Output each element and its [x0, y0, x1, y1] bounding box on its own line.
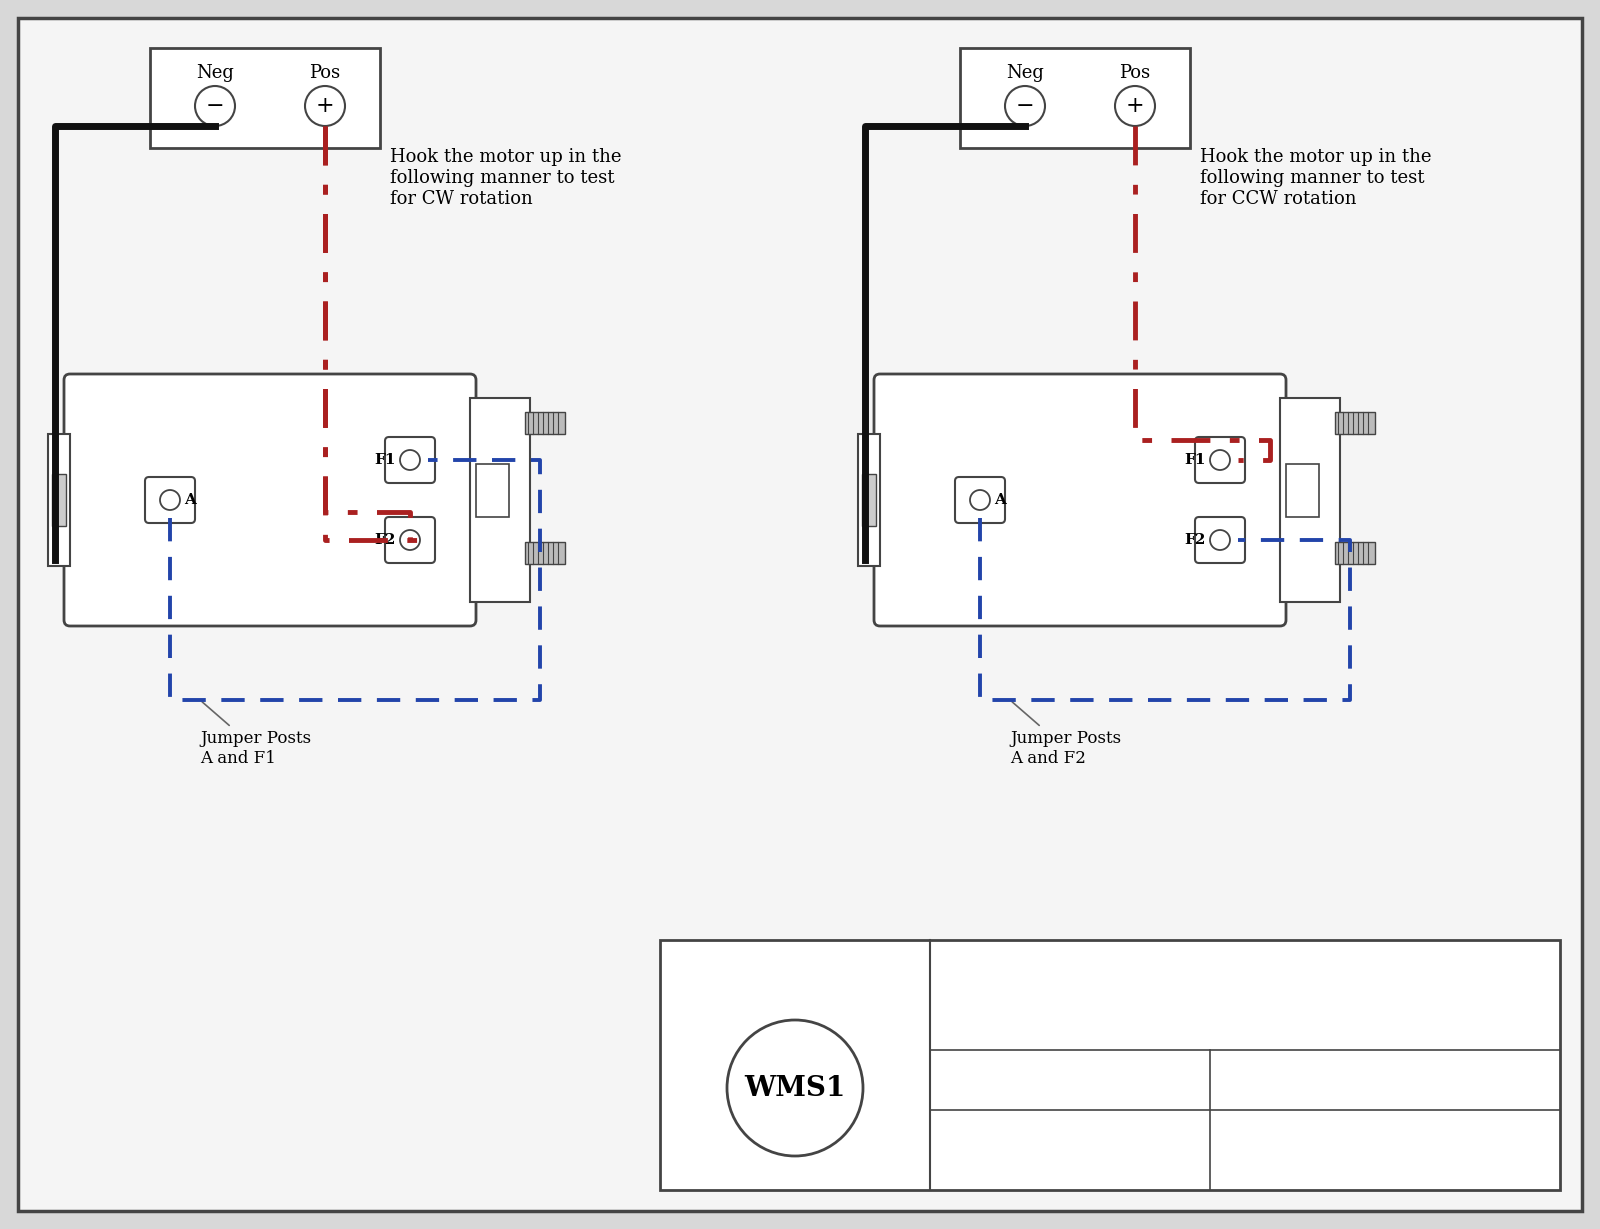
Text: Pos: Pos: [309, 64, 341, 82]
Text: F2: F2: [374, 533, 397, 547]
Text: Rockford, Illinois: Rockford, Illinois: [741, 1156, 850, 1170]
Text: Date:: Date:: [941, 1058, 978, 1072]
Bar: [661, 940, 1560, 1190]
Text: Western Motors Service Co.: Western Motors Service Co.: [706, 968, 883, 981]
Text: A: A: [994, 493, 1006, 508]
FancyBboxPatch shape: [386, 517, 435, 563]
Text: To tolerance:  N/A: To tolerance: N/A: [1221, 1088, 1347, 1102]
Text: Dwn by:: Dwn by:: [941, 1118, 998, 1132]
Bar: [960, 48, 1190, 147]
Bar: [858, 434, 880, 567]
Text: −: −: [1016, 95, 1034, 117]
Text: F1: F1: [1184, 454, 1206, 467]
Text: Hook the motor up in the
following manner to test
for CW rotation: Hook the motor up in the following manne…: [390, 147, 621, 208]
Text: F2: F2: [1184, 533, 1206, 547]
Circle shape: [160, 490, 179, 510]
Bar: [862, 473, 877, 526]
FancyBboxPatch shape: [874, 374, 1286, 626]
Text: Pos: Pos: [1120, 64, 1150, 82]
Bar: [1286, 465, 1318, 517]
Text: JEK: JEK: [990, 1129, 1061, 1163]
Circle shape: [726, 1020, 862, 1156]
Circle shape: [1210, 450, 1230, 469]
Circle shape: [195, 86, 235, 127]
Bar: [51, 473, 66, 526]
Text: Hook the motor up in the
following manner to test
for CCW rotation: Hook the motor up in the following manne…: [1200, 147, 1432, 208]
Text: 3 Post Winch: 3 Post Winch: [1221, 1129, 1349, 1148]
Text: A: A: [184, 493, 195, 508]
Text: Scale:  N/A: Scale: N/A: [1221, 1058, 1299, 1072]
Circle shape: [400, 450, 419, 469]
FancyBboxPatch shape: [146, 477, 195, 524]
Bar: [525, 412, 565, 434]
Text: +: +: [315, 95, 334, 117]
Text: F1: F1: [374, 454, 397, 467]
Circle shape: [1115, 86, 1155, 127]
Text: −: −: [206, 95, 224, 117]
Circle shape: [400, 530, 419, 551]
Circle shape: [970, 490, 990, 510]
Bar: [477, 465, 509, 517]
Text: Neg: Neg: [197, 64, 234, 82]
Bar: [1280, 398, 1341, 602]
Text: Hook to case
for ground: Hook to case for ground: [58, 460, 210, 497]
FancyBboxPatch shape: [955, 477, 1005, 524]
Text: Jumper Posts
A and F2: Jumper Posts A and F2: [1010, 702, 1122, 767]
FancyBboxPatch shape: [1195, 517, 1245, 563]
Circle shape: [306, 86, 346, 127]
FancyBboxPatch shape: [386, 438, 435, 483]
Bar: [1334, 542, 1374, 564]
Circle shape: [1005, 86, 1045, 127]
Text: Test Wiring Diagram: Test Wiring Diagram: [1019, 980, 1472, 1019]
Bar: [525, 542, 565, 564]
Bar: [48, 434, 70, 567]
Bar: [1334, 412, 1374, 434]
Text: Hook to case
for ground: Hook to case for ground: [867, 460, 1019, 497]
Text: Jumper Posts
A and F1: Jumper Posts A and F1: [200, 702, 310, 767]
FancyBboxPatch shape: [64, 374, 477, 626]
Bar: [470, 398, 530, 602]
Text: 1/13/98: 1/13/98: [990, 1078, 1086, 1101]
Text: Neg: Neg: [1006, 64, 1043, 82]
Circle shape: [1210, 530, 1230, 551]
Text: +: +: [1126, 95, 1144, 117]
FancyBboxPatch shape: [1195, 438, 1245, 483]
Text: WMS1: WMS1: [744, 1074, 846, 1101]
Bar: [150, 48, 381, 147]
